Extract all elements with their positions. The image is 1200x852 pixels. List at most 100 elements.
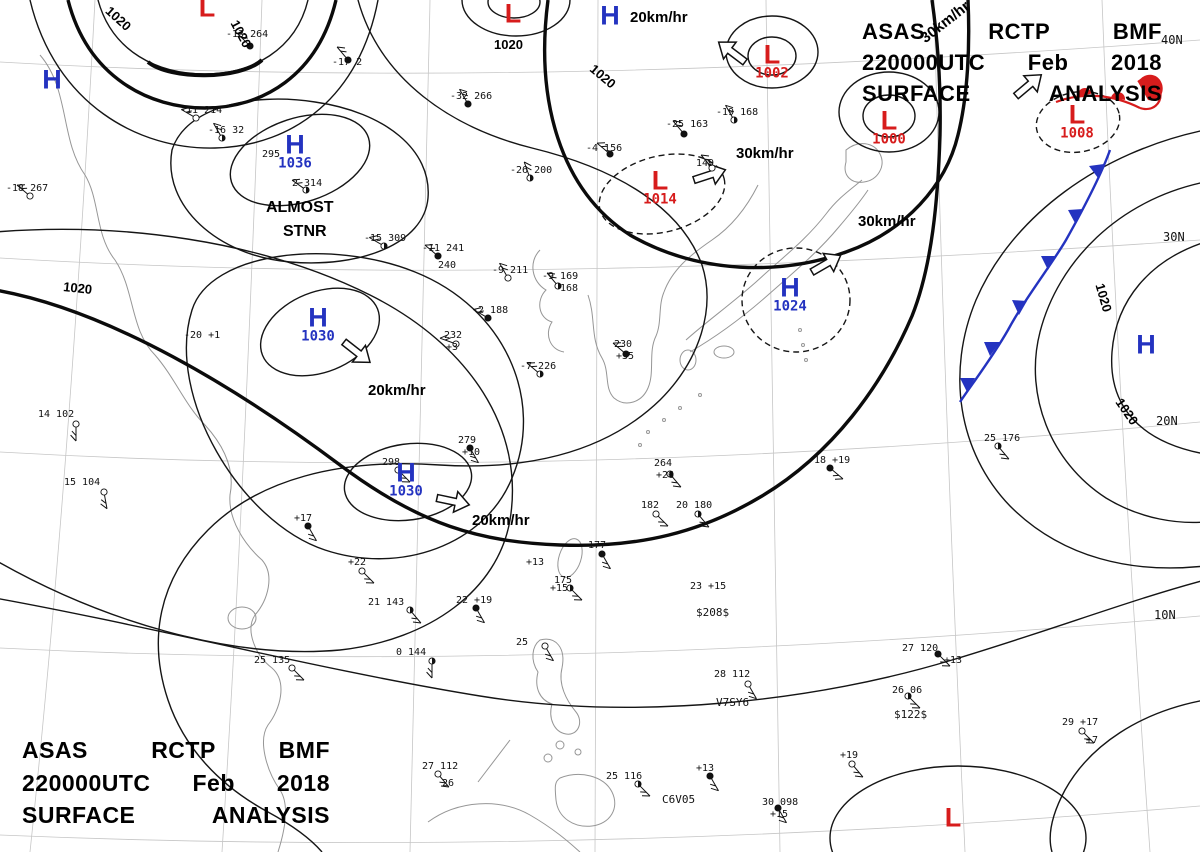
cold-front xyxy=(959,149,1112,403)
station-plot xyxy=(369,235,388,250)
cold-front-triangle xyxy=(1041,256,1056,270)
isobar-1020-thick xyxy=(0,0,942,548)
station-plot xyxy=(694,510,710,528)
station-plot xyxy=(394,466,411,483)
dashed-contour xyxy=(598,153,726,235)
isobar-1020-thick xyxy=(543,0,971,270)
isobar xyxy=(157,0,708,852)
isobar xyxy=(725,15,819,89)
station-plot xyxy=(672,120,688,138)
isobars-thick xyxy=(0,0,971,548)
station-plot xyxy=(426,657,436,679)
coast-korea xyxy=(587,291,665,404)
cold-front-triangle xyxy=(960,378,975,392)
station-plot xyxy=(288,664,305,681)
isobar xyxy=(487,0,541,19)
station-plot xyxy=(994,442,1010,460)
coast-hokkaido xyxy=(844,143,883,183)
warm-front-semicircle xyxy=(1111,92,1125,100)
station-plot xyxy=(304,522,317,542)
station-plot xyxy=(472,604,485,624)
cold-front-triangle xyxy=(984,342,1000,356)
coast-asia-mainland xyxy=(39,54,287,852)
motion-arrow xyxy=(806,245,847,282)
coast-kyushu xyxy=(679,349,697,371)
isobar xyxy=(0,228,514,653)
header-line3: SURFACE ANALYSIS xyxy=(862,81,1162,107)
station-plot xyxy=(934,650,951,667)
station-plot xyxy=(424,244,442,260)
isobar xyxy=(461,0,571,37)
station-plot xyxy=(473,307,492,322)
warm-front-semicircle xyxy=(1078,88,1092,97)
station-plot xyxy=(70,420,80,442)
isobar xyxy=(0,580,1200,708)
station-plot xyxy=(904,692,921,709)
station-plot xyxy=(596,142,614,158)
isobar-thick-arc xyxy=(146,58,264,78)
station-plot xyxy=(439,334,460,348)
station-plot xyxy=(1078,727,1095,744)
isobar xyxy=(259,287,381,377)
station-plot xyxy=(774,804,787,824)
motion-arrow xyxy=(711,33,753,72)
station-plot xyxy=(826,464,844,480)
footer-line3: SURFACE ANALYSIS xyxy=(22,802,330,829)
isobar xyxy=(1049,700,1200,852)
station-plot xyxy=(666,470,682,488)
isobar xyxy=(97,0,309,75)
station-plot xyxy=(336,46,352,64)
dashed-contour xyxy=(741,247,851,353)
isobar xyxy=(1111,243,1200,454)
station-plot xyxy=(634,780,651,797)
isobar xyxy=(862,94,916,138)
station-plot xyxy=(706,772,719,792)
cold-front-triangle xyxy=(1068,209,1083,223)
isobar xyxy=(185,253,525,560)
station-plot xyxy=(291,178,310,194)
coast-mindanao xyxy=(554,774,616,827)
station-plot xyxy=(523,161,534,182)
station-plot xyxy=(598,550,611,570)
station-plot xyxy=(358,567,375,584)
station-plot xyxy=(848,760,864,778)
coast-hainan xyxy=(227,606,257,630)
station-plot xyxy=(459,88,472,108)
station-plot xyxy=(546,272,562,290)
station-plot xyxy=(566,584,583,601)
station-plot xyxy=(466,444,479,464)
coast-japan-south xyxy=(689,189,869,353)
isobar-thick-ring xyxy=(66,0,338,110)
isobar xyxy=(170,98,429,264)
station-plot xyxy=(541,642,554,662)
station-plot xyxy=(237,33,254,50)
station-plot xyxy=(434,770,450,788)
coast-taiwan xyxy=(557,538,583,578)
cold-front-triangle xyxy=(1012,300,1027,315)
isobar xyxy=(229,113,371,207)
dashed-contour xyxy=(1035,90,1121,154)
station-plot xyxy=(725,104,738,124)
cold-front-triangle xyxy=(1089,164,1104,178)
coast-yellow-sea xyxy=(532,249,565,353)
coast-palawan xyxy=(477,739,511,783)
footer-title-block: ASAS RCTP BMF 220000UTC Feb 2018 SURFACE… xyxy=(22,734,330,832)
isobar xyxy=(747,36,797,76)
isobar xyxy=(29,0,379,149)
isobar xyxy=(829,765,1087,852)
station-plot xyxy=(744,680,757,700)
station-plot xyxy=(406,606,422,624)
station-plot xyxy=(612,342,630,358)
station-plot xyxy=(526,362,544,378)
header-line2: 220000UTC Feb 2018 xyxy=(862,50,1162,76)
station-plot xyxy=(700,154,716,172)
coast-japan-north xyxy=(685,179,863,341)
header-line1: ASAS RCTP BMF xyxy=(862,19,1162,44)
station-plots xyxy=(16,33,1095,824)
coast-borneo xyxy=(427,803,581,852)
station-plot xyxy=(652,510,669,527)
isobar xyxy=(343,442,473,522)
